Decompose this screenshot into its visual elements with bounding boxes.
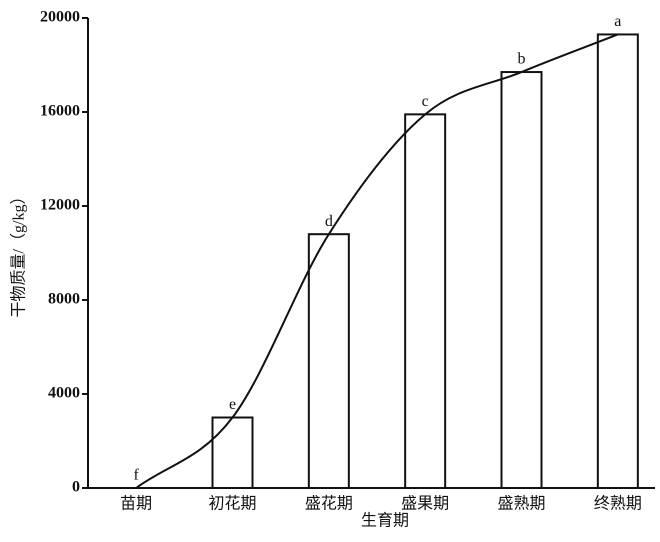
- y-tick-label: 0: [72, 479, 80, 496]
- significance-letter: d: [325, 213, 333, 230]
- y-tick-label: 4000: [48, 385, 80, 402]
- significance-letter: e: [229, 396, 236, 413]
- x-tick-label: 初花期: [208, 495, 256, 513]
- significance-letter: f: [134, 467, 140, 484]
- bar: [596, 33, 639, 489]
- x-tick-label: 苗期: [120, 495, 152, 513]
- y-tick-label: 8000: [48, 291, 80, 308]
- bar: [211, 416, 254, 489]
- bar: [500, 71, 543, 490]
- y-tick-label: 16000: [40, 103, 80, 120]
- significance-letter: c: [422, 93, 429, 110]
- y-tick-label: 12000: [40, 197, 80, 214]
- bar: [307, 233, 350, 489]
- x-tick-label: 盛熟期: [497, 495, 545, 513]
- significance-letter: a: [614, 13, 621, 30]
- significance-letter: b: [518, 51, 526, 68]
- y-axis-label: 干物质量/（g/kg）: [10, 189, 28, 318]
- trend-line: [135, 33, 619, 489]
- x-tick-label: 盛果期: [401, 495, 449, 513]
- x-tick-label: 盛花期: [305, 495, 353, 513]
- x-tick-label: 终熟期: [594, 495, 642, 513]
- y-tick-label: 20000: [40, 9, 80, 26]
- bar: [404, 113, 447, 489]
- x-axis-label: 生育期: [361, 512, 409, 530]
